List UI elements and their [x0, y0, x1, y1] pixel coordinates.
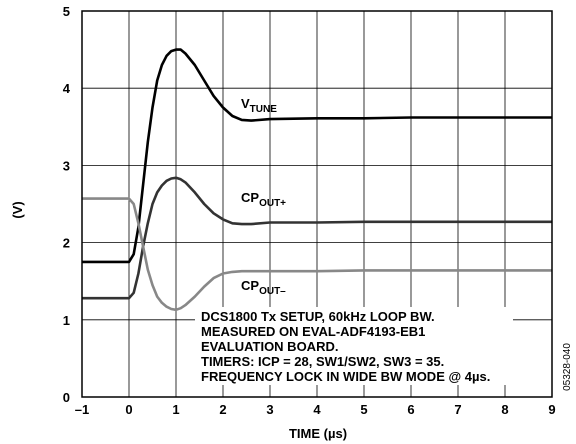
x-tick-label: 0	[125, 402, 132, 417]
annotation-background	[195, 307, 513, 385]
annotation-line-5: FREQUENCY LOCK IN WIDE BW MODE @ 4µs.	[201, 369, 490, 384]
series-label-cpout-plus: CPOUT+	[241, 190, 286, 209]
y-tick-label: 4	[63, 81, 71, 96]
y-tick-label: 0	[63, 390, 70, 405]
annotation-line-3: EVALUATION BOARD.	[201, 339, 338, 354]
x-tick-label: 7	[454, 402, 461, 417]
y-tick-label: 5	[63, 4, 70, 19]
series-line-cpout-minus	[82, 197, 552, 312]
series-label-vtune: VTUNE	[241, 96, 277, 115]
tick-labels: –1 0 1 2 3 4 5 6 7 8 9 0 1 2 3 4 5	[63, 4, 556, 417]
x-tick-label: 4	[313, 402, 321, 417]
series-line-cpout-plus	[82, 176, 552, 300]
x-tick-label: 1	[172, 402, 179, 417]
figure-id: 05328-040	[562, 343, 573, 391]
series-group	[82, 48, 552, 312]
x-axis-title: TIME (µs)	[289, 426, 347, 441]
series-label-cpout-minus: CPOUT–	[241, 278, 286, 297]
y-axis-title: (V)	[10, 201, 25, 218]
annotation-line-4: TIMERS: ICP = 28, SW1/SW2, SW3 = 35.	[201, 354, 444, 369]
x-tick-label: 6	[407, 402, 414, 417]
x-tick-label: 2	[219, 402, 226, 417]
annotation-box: DCS1800 Tx SETUP, 60kHz LOOP BW. MEASURE…	[195, 307, 513, 385]
y-tick-label: 3	[63, 158, 70, 173]
y-tick-label: 2	[63, 236, 70, 251]
y-tick-label: 1	[63, 313, 70, 328]
x-tick-label: 5	[360, 402, 367, 417]
x-tick-label: 3	[266, 402, 273, 417]
x-tick-label: 9	[548, 402, 555, 417]
series-labels: VTUNE CPOUT+ CPOUT–	[241, 96, 286, 297]
x-tick-label: –1	[75, 402, 89, 417]
annotation-line-1: DCS1800 Tx SETUP, 60kHz LOOP BW.	[201, 309, 435, 324]
series-line-vtune	[82, 48, 552, 264]
annotation-line-2: MEASURED ON EVAL-ADF4193-EB1	[201, 324, 425, 339]
x-tick-label: 8	[501, 402, 508, 417]
plot-frame	[81, 10, 553, 398]
